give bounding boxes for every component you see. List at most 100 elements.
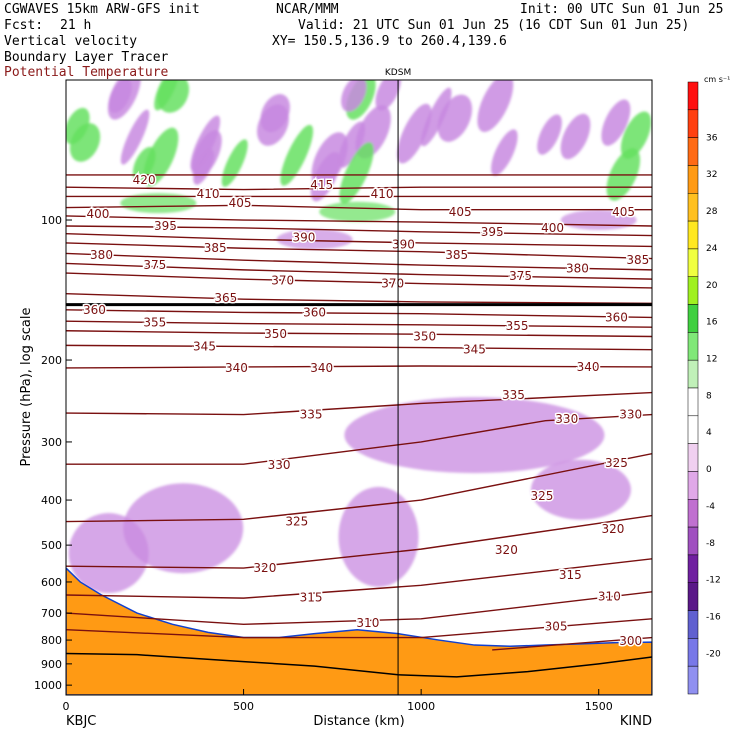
theta-contour-310	[66, 591, 652, 626]
theta-label-380: 380	[566, 261, 589, 275]
colorbar-tick-label: -12	[706, 576, 721, 586]
x-tick-label: 1500	[585, 700, 613, 713]
theta-label-390: 390	[292, 230, 315, 244]
theta-label-400: 400	[541, 221, 564, 235]
theta-label-380: 380	[90, 248, 113, 262]
header-fcst-value: 21 h	[60, 18, 92, 33]
colorbar-swatch	[687, 471, 699, 500]
theta-contour-415	[66, 186, 652, 191]
colorbar-swatch	[687, 610, 699, 639]
y-tick-label: 300	[41, 436, 62, 449]
theta-label-415: 415	[310, 178, 333, 192]
colorbar-tick-label: -20	[706, 649, 721, 659]
start-station-label: KBJC	[66, 714, 96, 729]
theta-label-360: 360	[605, 310, 628, 324]
colorbar-swatch	[687, 582, 699, 611]
theta-contour-300	[492, 636, 652, 651]
plot-frame	[65, 79, 653, 696]
theta-label-320: 320	[495, 543, 518, 557]
upper-velocity-cell	[276, 229, 353, 250]
theta-label-405: 405	[449, 205, 472, 219]
theta-label-300: 300	[619, 634, 642, 648]
header-field-vertical-velocity: Vertical velocity	[4, 34, 138, 49]
y-tick-label: 500	[41, 539, 62, 552]
header-xy: XY= 150.5,136.9 to 260.4,139.6	[272, 34, 507, 49]
theta-label-325: 325	[285, 515, 308, 529]
colorbar-swatch	[687, 554, 699, 583]
colorbar-swatch	[687, 665, 699, 695]
downdraft-cell	[530, 459, 631, 520]
theta-label-405: 405	[612, 205, 635, 219]
header-center: NCAR/MMM	[276, 2, 339, 17]
colorbar-swatch	[687, 443, 699, 472]
end-station-label: KIND	[620, 714, 652, 729]
colorbar-swatch	[687, 499, 699, 528]
downdraft-cell	[491, 129, 518, 176]
theta-label-350: 350	[264, 327, 287, 341]
theta-label-310: 310	[356, 616, 379, 630]
theta-contour-360	[66, 309, 652, 319]
updraft-cell	[69, 123, 101, 162]
colorbar-swatch	[687, 638, 699, 667]
colorbar-tick-label: 36	[706, 133, 718, 143]
theta-label-395: 395	[481, 225, 504, 239]
downdraft-cell	[190, 115, 221, 172]
theta-label-370: 370	[381, 277, 404, 291]
colorbar-swatch	[687, 415, 699, 444]
theta-label-385: 385	[626, 253, 649, 267]
updraft-cell	[221, 139, 248, 187]
header-fcst-label: Fcst:	[4, 18, 44, 33]
theta-label-330: 330	[619, 408, 642, 422]
header-valid: Valid: 21 UTC Sun 01 Jun 25 (16 CDT Sun …	[298, 18, 690, 33]
y-tick-label: 900	[41, 658, 62, 671]
theta-label-410: 410	[197, 187, 220, 201]
downdraft-cell	[68, 513, 149, 594]
upper-velocity-cell	[319, 201, 396, 222]
y-tick-label: 600	[41, 576, 62, 589]
downdraft-cell	[193, 149, 215, 185]
x-axis-title: Distance (km)	[313, 714, 404, 729]
theta-label-325: 325	[605, 456, 628, 470]
downdraft-cell	[421, 87, 452, 147]
theta-label-375: 375	[143, 258, 166, 272]
colorbar-tick-label: -16	[706, 613, 721, 623]
theta-label-340: 340	[310, 361, 333, 375]
theta-contour-335	[66, 391, 652, 416]
theta-contour-330	[66, 413, 652, 465]
theta-contour-320	[66, 514, 652, 569]
theta-contour-340	[66, 365, 652, 369]
theta-label-315: 315	[559, 568, 582, 582]
x-tick-label: 500	[233, 700, 254, 713]
theta-contour-400	[66, 215, 652, 227]
colorbar-tick-label: 8	[706, 391, 712, 401]
theta-contour-390	[66, 232, 652, 248]
theta-label-385: 385	[445, 248, 468, 262]
kdsm-marker-label: KDSM	[385, 68, 411, 78]
colorbar: 36 32 28 24 20 16 12 8 4 0 -4 -8 -12 -16 -20	[687, 81, 721, 695]
theta-contour-375	[66, 262, 652, 280]
downdraft-cell	[123, 483, 244, 574]
updraft-cell	[154, 80, 180, 111]
downdraft-cell	[341, 80, 367, 112]
colorbar-swatch	[687, 220, 699, 250]
colorbar-swatch	[687, 193, 699, 222]
updraft-cell	[620, 111, 652, 159]
theta-label-405: 405	[229, 196, 252, 210]
colorbar-swatch	[687, 332, 699, 361]
theta-label-310: 310	[598, 590, 621, 604]
colorbar-swatch	[687, 165, 699, 194]
header-field-potential-temperature: Potential Temperature	[4, 65, 169, 80]
colorbar-swatch	[687, 109, 699, 138]
y-tick-label: 400	[41, 494, 62, 507]
theta-label-375: 375	[509, 269, 532, 283]
colorbar-swatch	[687, 137, 699, 166]
colorbar-swatch	[687, 387, 699, 417]
theta-contour-395	[66, 225, 652, 237]
downdraft-cell	[375, 80, 401, 111]
colorbar-swatch	[687, 359, 699, 389]
updraft-cell	[280, 124, 314, 186]
theta-label-390: 390	[392, 238, 415, 252]
y-tick-label: 100	[41, 214, 62, 227]
theta-label-325: 325	[530, 489, 553, 503]
